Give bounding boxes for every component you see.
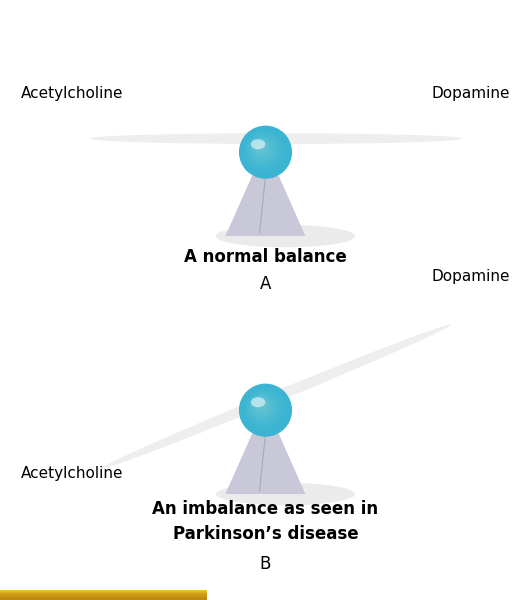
Ellipse shape <box>239 383 292 437</box>
Ellipse shape <box>216 225 355 247</box>
Ellipse shape <box>249 135 277 163</box>
Ellipse shape <box>251 397 266 407</box>
Ellipse shape <box>253 397 270 415</box>
Polygon shape <box>226 176 305 236</box>
Ellipse shape <box>244 131 284 170</box>
Ellipse shape <box>239 125 292 179</box>
Polygon shape <box>226 176 266 236</box>
Ellipse shape <box>250 394 276 420</box>
Ellipse shape <box>246 133 281 167</box>
Polygon shape <box>0 593 207 594</box>
Ellipse shape <box>239 125 292 179</box>
Polygon shape <box>0 590 207 591</box>
Ellipse shape <box>252 139 271 158</box>
Ellipse shape <box>250 136 276 162</box>
Ellipse shape <box>241 385 289 434</box>
Ellipse shape <box>255 400 266 410</box>
Ellipse shape <box>252 397 271 416</box>
Ellipse shape <box>253 139 270 157</box>
Ellipse shape <box>247 392 278 423</box>
Ellipse shape <box>255 142 266 152</box>
Ellipse shape <box>216 483 355 505</box>
Ellipse shape <box>90 133 463 144</box>
Polygon shape <box>0 596 207 598</box>
Text: Acetylcholine: Acetylcholine <box>21 86 124 101</box>
Text: A normal balance: A normal balance <box>184 248 347 266</box>
Polygon shape <box>0 594 207 595</box>
Ellipse shape <box>254 141 267 154</box>
Text: An imbalance as seen in
Parkinson’s disease: An imbalance as seen in Parkinson’s dise… <box>152 500 379 542</box>
Polygon shape <box>266 176 305 236</box>
Ellipse shape <box>247 391 279 424</box>
Ellipse shape <box>245 131 282 169</box>
Polygon shape <box>0 592 207 593</box>
Text: A: A <box>260 275 271 293</box>
Ellipse shape <box>242 128 288 175</box>
Ellipse shape <box>239 383 292 437</box>
Ellipse shape <box>243 130 285 172</box>
Polygon shape <box>0 591 207 592</box>
Ellipse shape <box>251 137 272 159</box>
Ellipse shape <box>250 137 274 161</box>
Polygon shape <box>266 434 305 494</box>
Ellipse shape <box>242 129 287 173</box>
Ellipse shape <box>242 386 288 433</box>
Ellipse shape <box>101 325 451 469</box>
Ellipse shape <box>251 395 272 417</box>
Ellipse shape <box>254 140 268 155</box>
Ellipse shape <box>246 391 281 425</box>
Ellipse shape <box>243 388 285 430</box>
Ellipse shape <box>240 385 290 436</box>
Ellipse shape <box>240 127 290 178</box>
Ellipse shape <box>250 395 274 419</box>
Ellipse shape <box>241 127 289 176</box>
Ellipse shape <box>244 389 284 428</box>
Ellipse shape <box>247 133 279 166</box>
Ellipse shape <box>254 398 268 413</box>
Text: Dopamine: Dopamine <box>431 86 510 101</box>
Polygon shape <box>226 434 266 494</box>
Ellipse shape <box>249 393 277 421</box>
Polygon shape <box>0 598 207 599</box>
Text: B: B <box>260 555 271 573</box>
Text: Acetylcholine: Acetylcholine <box>21 466 124 481</box>
Text: Dopamine: Dopamine <box>431 269 510 284</box>
Ellipse shape <box>242 387 287 431</box>
Ellipse shape <box>245 389 282 427</box>
Ellipse shape <box>251 139 266 149</box>
Ellipse shape <box>247 134 278 165</box>
Polygon shape <box>0 595 207 596</box>
Ellipse shape <box>254 399 267 412</box>
Polygon shape <box>226 434 305 494</box>
